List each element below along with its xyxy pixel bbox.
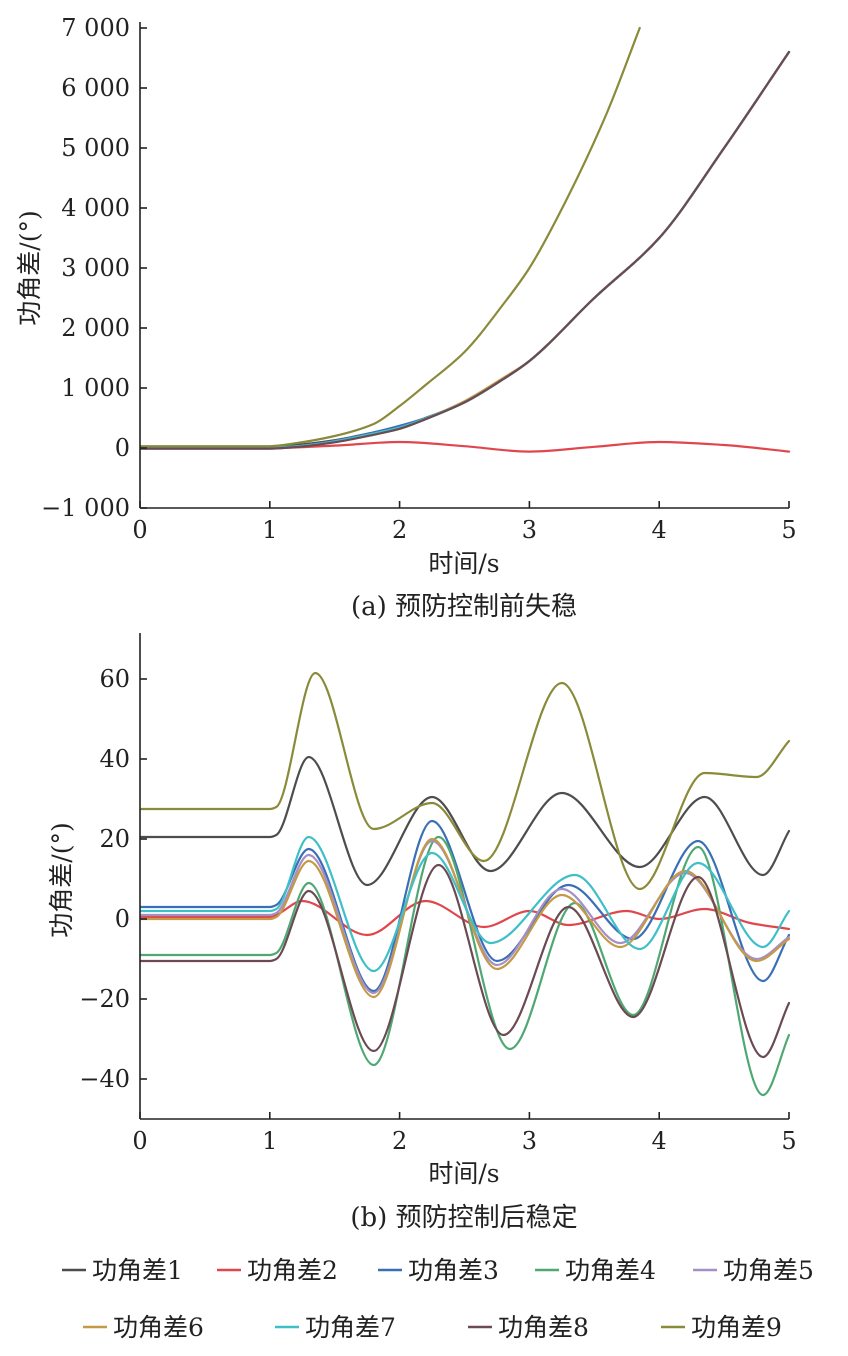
series-line-b-7 [140,835,791,973]
y-tick-label-a-5: 2 000 [61,314,130,342]
series-line-b-9 [140,671,791,891]
series-line-a-5 [140,50,791,450]
y-tick-label-b-0: 60 [99,665,130,693]
legend-label-9: 功角差9 [691,1313,782,1342]
x-tick-label-a-4: 4 [652,516,667,544]
chart-panel-b: 60 40 20 0 −20 −40 0 1 2 3 4 5 功角差/(°) 时间/s (b) 预防控… [47,633,797,1233]
series-line-a-6 [140,50,791,450]
y-axis-title-b: 功角差/(°) [47,822,76,937]
series-line-b-3 [140,819,791,993]
chart-caption-b: (b) 预防控制后稳定 [350,1203,577,1233]
axes-b: 60 40 20 0 −20 −40 0 1 2 3 4 5 [79,633,797,1155]
chart-caption-a: (a) 预防控制前失稳 [351,592,577,622]
x-axis-title-b: 时间/s [428,1159,499,1188]
legend-label-2: 功角差2 [247,1256,338,1285]
y-tick-label-a-0: 7 000 [61,14,130,42]
legend-label-6: 功角差6 [113,1313,204,1342]
legend-label-8: 功角差8 [498,1313,589,1342]
y-tick-label-a-2: 5 000 [61,134,130,162]
y-tick-label-a-8: −1 000 [41,494,130,522]
series-line-b-2 [140,899,791,937]
y-tick-label-a-1: 6 000 [61,74,130,102]
series-line-a-1 [140,50,791,448]
x-tick-label-b-2: 2 [392,1127,407,1155]
series-lines-a [140,27,791,453]
y-tick-label-b-3: 0 [115,905,130,933]
x-tick-label-a-5: 5 [781,516,796,544]
y-axis-title-a: 功角差/(°) [15,210,44,325]
y-tick-label-a-3: 4 000 [61,194,130,222]
series-lines-b [140,671,791,1097]
legend: 功角差1 功角差2 功角差3 功角差4 功角差5 功角差6 功角差7 功角差8 功角差9 [62,1256,814,1342]
legend-label-7: 功角差7 [305,1313,396,1342]
x-tick-label-b-5: 5 [781,1127,796,1155]
series-line-b-4 [140,835,791,1097]
y-tick-label-a-4: 3 000 [61,254,130,282]
x-tick-label-a-2: 2 [392,516,407,544]
series-line-b-1 [140,755,791,887]
x-tick-label-a-1: 1 [262,516,277,544]
x-tick-label-b-4: 4 [652,1127,667,1155]
series-line-a-4 [140,50,791,450]
y-tick-label-b-1: 40 [99,745,130,773]
series-line-a-8 [140,50,791,450]
y-tick-label-a-7: 0 [115,434,130,462]
legend-label-4: 功角差4 [565,1256,656,1285]
x-tick-label-b-3: 3 [522,1127,537,1155]
x-tick-label-b-1: 1 [262,1127,277,1155]
series-line-a-9 [140,27,641,448]
y-tick-label-b-2: 20 [99,825,130,853]
y-tick-label-a-6: 1 000 [61,374,130,402]
series-line-b-6 [140,837,791,999]
series-line-b-8 [140,863,791,1059]
legend-label-3: 功角差3 [408,1256,499,1285]
x-tick-label-a-3: 3 [522,516,537,544]
y-tick-label-b-4: −20 [79,985,130,1013]
legend-label-5: 功角差5 [723,1256,814,1285]
legend-label-1: 功角差1 [92,1256,183,1285]
x-tick-label-a-0: 0 [132,516,147,544]
x-tick-label-b-0: 0 [132,1127,147,1155]
x-axis-title-a: 时间/s [428,549,499,578]
y-tick-label-b-5: −40 [79,1065,130,1093]
series-line-a-7 [140,50,791,450]
series-line-a-3 [140,50,791,450]
